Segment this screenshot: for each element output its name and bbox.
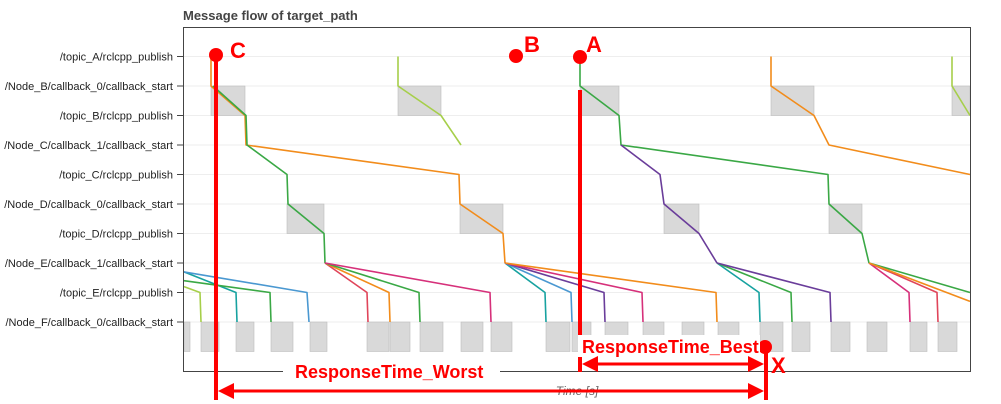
flow-line [324, 262, 421, 323]
plot-frame [183, 27, 971, 372]
flow-line [212, 85, 326, 264]
flow-line [504, 262, 606, 323]
gridlines [184, 56, 970, 323]
flow-line [183, 271, 238, 323]
worst-arrow-left-head [218, 383, 234, 399]
response-time-worst-label: ResponseTime_Worst [295, 362, 483, 382]
y-axis-ticks: /topic_A/rclcpp_publish/Node_B/callback_… [4, 52, 183, 329]
chart-title: Message flow of target_path [183, 8, 358, 23]
flow-line [868, 262, 971, 294]
y-tick-label: /topic_B/rclcpp_publish [60, 111, 173, 123]
callback-box [937, 321, 958, 352]
y-tick-label: /topic_A/rclcpp_publish [60, 52, 173, 64]
point-b-label: B [524, 32, 540, 57]
flow-line [770, 56, 971, 176]
y-tick-label: /Node_E/callback_1/callback_start [5, 258, 173, 270]
point-x-label: X [771, 353, 786, 378]
flow-line [504, 262, 718, 323]
point-c-marker [209, 48, 223, 62]
flow-line [504, 262, 547, 323]
callback-box [366, 321, 390, 352]
point-b-marker [509, 49, 523, 63]
y-tick-label: /Node_F/callback_0/callback_start [5, 317, 173, 329]
flow-line [579, 56, 870, 264]
y-tick-label: /Node_C/callback_1/callback_start [4, 140, 173, 152]
flow-line [868, 262, 971, 303]
flow-line [716, 262, 832, 323]
best-arrow-left-head [582, 356, 598, 372]
callback-boxes [183, 85, 971, 352]
callback-box [270, 321, 294, 352]
flow-line [504, 262, 644, 323]
point-c-label: C [230, 38, 246, 63]
flow-line [324, 262, 492, 323]
point-a-marker [573, 50, 587, 64]
flow-line [183, 271, 310, 323]
point-a-label: A [586, 32, 602, 57]
callback-box [309, 321, 328, 352]
worst-arrow-right-head [748, 383, 764, 399]
y-tick-label: /Node_B/callback_0/callback_start [5, 81, 173, 93]
flow-line [183, 285, 202, 323]
message-flows [183, 56, 971, 323]
flow-line [620, 144, 718, 264]
callback-box [909, 321, 928, 352]
flow-line [397, 56, 462, 146]
best-arrow-right-head [748, 356, 764, 372]
annotation-overlay: C B A X ResponseTime_Best ResponseTime_W… [209, 32, 786, 400]
y-tick-label: /topic_E/rclcpp_publish [60, 288, 173, 300]
flow-line [716, 262, 761, 323]
callback-box [419, 321, 444, 352]
y-tick-label: /topic_C/rclcpp_publish [59, 170, 173, 182]
callback-box [183, 321, 191, 352]
callback-box [389, 321, 411, 352]
y-tick-label: /topic_D/rclcpp_publish [59, 229, 173, 241]
flow-line [868, 262, 911, 323]
flow-line [716, 262, 793, 323]
flow-line [324, 262, 369, 323]
point-x-marker [758, 340, 772, 354]
callback-box [545, 321, 571, 352]
y-tick-label: /Node_D/callback_0/callback_start [4, 199, 173, 211]
worst-label-bg [283, 360, 500, 384]
callback-box [830, 321, 851, 352]
flow-line [504, 262, 573, 323]
flow-line [324, 262, 391, 323]
callback-box [490, 321, 513, 352]
flow-line [183, 279, 272, 323]
flow-line [951, 56, 971, 116]
best-label-bg [578, 335, 760, 357]
callback-box [866, 321, 888, 352]
callback-box [791, 321, 811, 352]
flow-line [868, 262, 939, 323]
callback-box [235, 321, 255, 352]
callback-box [460, 321, 484, 352]
response-time-best-label: ResponseTime_Best [582, 337, 759, 357]
